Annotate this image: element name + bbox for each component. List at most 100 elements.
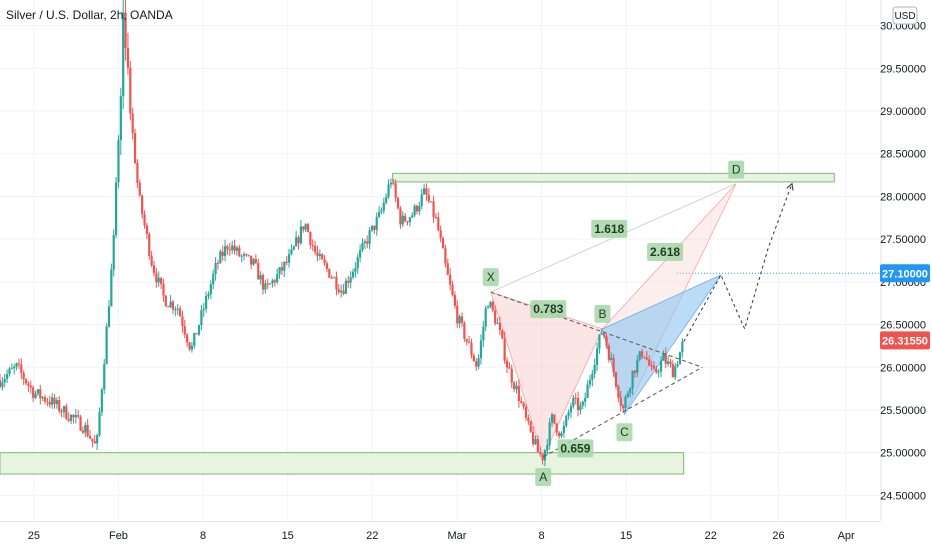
candle-body — [520, 400, 523, 403]
support-zone[interactable] — [0, 452, 685, 475]
y-tick-label: 26.50000 — [880, 320, 926, 332]
candle-body — [629, 388, 632, 394]
candle-body — [638, 351, 641, 360]
ratio-label-box — [530, 300, 567, 319]
candle-body — [470, 342, 473, 356]
candle-body — [193, 333, 196, 346]
candle-body — [354, 268, 357, 272]
candle-body — [612, 358, 615, 373]
candle-body — [422, 188, 426, 195]
candle-body — [259, 275, 262, 280]
candle-body — [595, 348, 599, 365]
candle-body — [136, 162, 139, 183]
candle-body — [484, 308, 487, 327]
candle-body — [77, 415, 80, 417]
candle-body — [299, 226, 302, 244]
candle-body — [560, 432, 563, 437]
x-tick-label: 15 — [282, 530, 294, 542]
ratio-label: 2.618 — [650, 245, 680, 259]
candle-body — [340, 290, 343, 293]
candle-body — [517, 385, 520, 401]
candle-body — [278, 267, 281, 275]
candle-body — [655, 368, 658, 373]
candle-body — [368, 230, 371, 244]
candle-body — [105, 326, 108, 365]
candle-body — [29, 385, 32, 388]
candle-body — [39, 389, 42, 399]
candle-body — [460, 316, 464, 323]
y-tick-label: 29.00000 — [880, 106, 926, 118]
currency-button[interactable]: USD — [892, 6, 918, 25]
candle-body — [226, 246, 229, 250]
candle-body — [503, 338, 506, 361]
candle-body — [579, 405, 582, 411]
candle-body — [453, 295, 456, 306]
candle-body — [254, 259, 257, 264]
candle-body — [330, 277, 333, 279]
candle-body — [567, 412, 570, 416]
candle-body — [486, 306, 490, 309]
candle-body — [3, 378, 6, 383]
candle-body — [674, 366, 677, 378]
candle-body — [84, 424, 87, 433]
candle-body — [223, 246, 227, 256]
candle-body — [527, 417, 530, 422]
resistance-zone[interactable] — [392, 172, 835, 183]
candle-body — [162, 283, 165, 296]
candle-body — [430, 201, 433, 203]
candle-body — [152, 265, 156, 274]
candle-body — [496, 322, 499, 324]
candle-body — [614, 372, 618, 387]
candle-body — [216, 262, 220, 264]
candle-body — [385, 196, 388, 203]
candle-body — [81, 430, 85, 433]
candle-body — [437, 217, 440, 231]
candle-body — [181, 316, 184, 327]
candle-body — [126, 48, 130, 68]
candle-body — [148, 233, 151, 256]
point-label-x: X — [487, 270, 495, 284]
candle-body — [221, 251, 224, 256]
candle-body — [167, 306, 170, 308]
candle-body — [546, 445, 549, 451]
candle-body — [332, 277, 336, 279]
candle-body — [392, 182, 395, 184]
candle-body — [541, 453, 544, 461]
candle-body — [539, 452, 542, 454]
candle-body — [389, 182, 393, 185]
candle-body — [678, 352, 682, 365]
candle-body — [190, 345, 194, 350]
candle-body — [13, 366, 16, 369]
candle-body — [373, 225, 376, 230]
currency-label: USD — [894, 11, 915, 22]
candle-body — [72, 414, 75, 418]
x-tick-label: Apr — [838, 530, 855, 542]
point-label-x-box — [482, 268, 499, 287]
candle-body — [633, 370, 637, 373]
candle-body — [669, 361, 672, 365]
candle-body — [636, 359, 639, 373]
candle-body — [449, 274, 452, 285]
candle-body — [186, 334, 189, 343]
candle-body — [20, 364, 23, 373]
x-tick-label: 25 — [28, 530, 40, 542]
candle-body — [565, 415, 568, 426]
ratio-label-box — [647, 242, 684, 261]
candle-body — [32, 387, 35, 398]
candle-body — [534, 439, 537, 445]
candle-body — [188, 342, 191, 350]
candle-body — [584, 397, 587, 402]
ratio-label: 0.659 — [560, 441, 590, 455]
current-price-tag-bg — [880, 331, 930, 350]
candle-body — [396, 197, 400, 209]
candle-body — [432, 201, 435, 218]
ratio-label: 1.618 — [594, 222, 624, 236]
candle-body — [342, 290, 345, 294]
candle-body — [593, 364, 596, 374]
candle-body — [657, 371, 660, 373]
candle-body — [498, 322, 502, 331]
point-label-b-box — [594, 304, 611, 323]
